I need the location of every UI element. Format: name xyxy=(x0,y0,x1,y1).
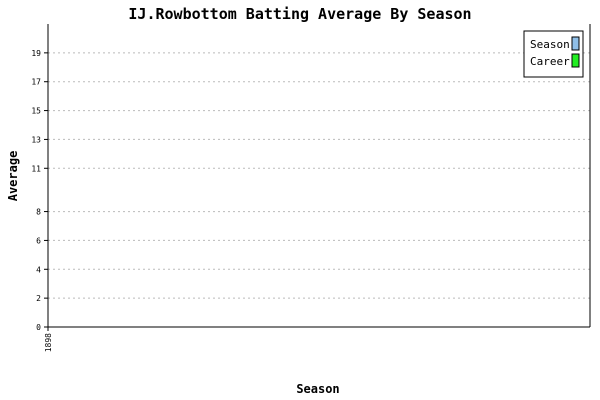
y-tick-label: 15 xyxy=(31,107,41,116)
x-tick-label: 1898 xyxy=(44,333,53,352)
y-tick-label: 8 xyxy=(36,208,41,217)
y-tick-label: 19 xyxy=(31,49,41,58)
legend-label-career: Career xyxy=(530,55,570,68)
y-tick-label: 6 xyxy=(36,236,41,245)
y-tick-label: 4 xyxy=(36,265,41,274)
legend-swatch-career xyxy=(571,53,580,68)
x-axis-label: Season xyxy=(296,382,339,396)
legend-swatch-season xyxy=(571,36,580,51)
y-tick-label: 2 xyxy=(36,294,41,303)
legend: Season Career xyxy=(523,30,584,78)
grid-lines xyxy=(48,52,590,299)
y-tick-label: 0 xyxy=(36,323,41,332)
x-axis-ticks: 1898 xyxy=(44,327,53,352)
chart-title: IJ.Rowbottom Batting Average By Season xyxy=(128,5,471,23)
y-tick-label: 17 xyxy=(31,78,41,87)
y-tick-label: 13 xyxy=(31,135,41,144)
y-tick-label: 11 xyxy=(31,164,41,173)
y-axis-label: Average xyxy=(6,151,20,202)
y-axis-ticks: 0 2 4 6 8 11 13 15 17 19 xyxy=(31,49,48,332)
legend-label-season: Season xyxy=(530,38,570,51)
